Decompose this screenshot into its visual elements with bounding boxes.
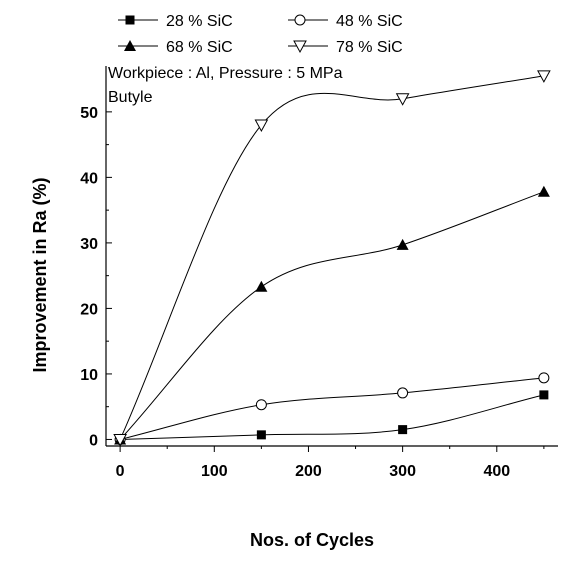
legend-label: 68 % SiC (166, 39, 233, 56)
series-3-point (537, 185, 550, 197)
y-tick-label: 30 (80, 236, 98, 253)
y-tick-label: 40 (80, 170, 98, 187)
y-axis-title: Improvement in Ra (%) (30, 177, 50, 372)
series-1-point (539, 390, 549, 400)
y-tick-label: 10 (80, 367, 98, 384)
axes: 0 10 20 30 40 50 0 100 200 300 400 (80, 66, 558, 480)
fit-curves (119, 75, 545, 440)
legend-label: 78 % SiC (336, 39, 403, 56)
legend-label: 28 % SiC (166, 13, 233, 30)
legend-marker (125, 15, 135, 25)
y-tick-label: 50 (80, 105, 98, 122)
x-tick-label: 0 (116, 463, 125, 480)
legend-entry-1: 28 % SiC (118, 13, 233, 30)
series-4-point (537, 70, 551, 83)
legend-entry-3: 68 % SiC (118, 39, 233, 56)
legend-marker (124, 40, 136, 51)
annotation-1: Workpiece : Al, Pressure : 5 MPa (108, 65, 343, 82)
legend-marker (293, 40, 307, 54)
series-2-point (255, 399, 267, 411)
x-tick-label: 100 (201, 463, 228, 480)
annotations: Workpiece : Al, Pressure : 5 MPa Butyle (108, 65, 343, 106)
series-4-point (113, 433, 127, 447)
series-3-point (396, 238, 409, 250)
y-tick-label: 0 (89, 432, 98, 449)
legend-label: 48 % SiC (336, 13, 403, 30)
series-2-point (538, 372, 550, 384)
fit-curve-2 (120, 377, 544, 440)
legend: 28 % SiC 48 % SiC 68 % SiC 78 % SiC (118, 13, 403, 56)
y-tick-label: 20 (80, 301, 98, 318)
series-4-point (254, 119, 269, 133)
x-tick-label: 400 (483, 463, 510, 480)
x-tick-label: 300 (389, 463, 416, 480)
legend-marker (294, 14, 306, 26)
fit-curve-4 (119, 75, 544, 440)
series-2-point (397, 387, 409, 399)
legend-entry-2: 48 % SiC (288, 13, 403, 30)
series-3-point (255, 280, 268, 292)
x-axis-title: Nos. of Cycles (250, 530, 374, 550)
series-1-point (256, 430, 266, 440)
series-1-point (398, 425, 408, 435)
legend-entry-4: 78 % SiC (288, 39, 403, 56)
fit-curve-1 (120, 394, 544, 440)
data-markers (113, 70, 551, 447)
x-tick-label: 200 (295, 463, 322, 480)
annotation-2: Butyle (108, 89, 153, 106)
fit-curve-3 (119, 191, 545, 440)
series-4-point (395, 93, 410, 106)
